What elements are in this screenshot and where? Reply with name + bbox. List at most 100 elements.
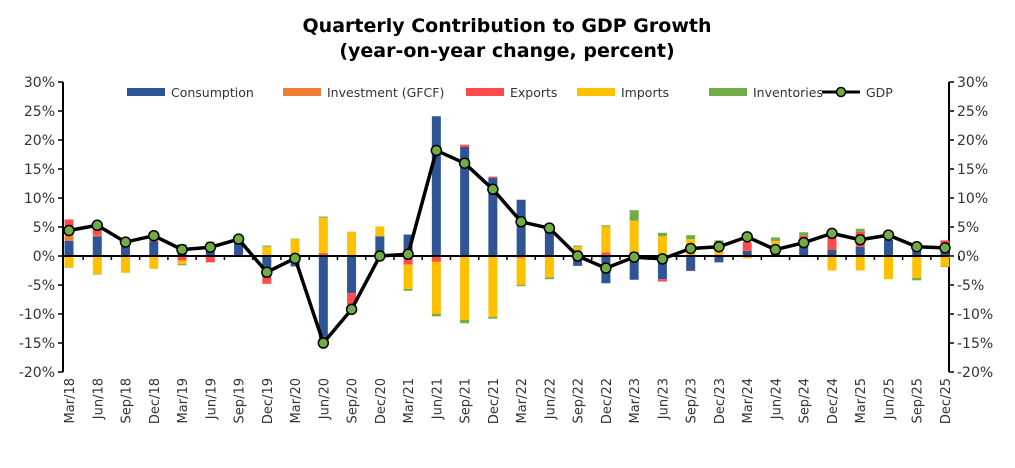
gdp-line bbox=[68, 148, 946, 345]
y-tick-label: -20% bbox=[19, 365, 55, 381]
bar-inventories bbox=[262, 245, 272, 247]
y-tick-label: 20% bbox=[24, 133, 55, 149]
bar-imports bbox=[92, 256, 102, 274]
x-tick-label: Jun/24 bbox=[769, 378, 784, 420]
y2-tick-label: -15% bbox=[957, 336, 993, 352]
y2-tick-label: -20% bbox=[957, 365, 993, 381]
y2-tick-label: 20% bbox=[957, 133, 988, 149]
legend-swatch bbox=[466, 88, 504, 96]
bar-imports bbox=[177, 260, 187, 265]
bar-investment-gfcf- bbox=[64, 235, 74, 241]
bar-consumption bbox=[827, 249, 837, 256]
legend-label: Inventories bbox=[753, 85, 823, 100]
legend-swatch bbox=[709, 88, 747, 96]
bar-exports bbox=[488, 176, 498, 178]
x-tick-label: Dec/19 bbox=[261, 378, 276, 424]
gdp-point bbox=[826, 227, 838, 240]
gdp-point bbox=[882, 229, 895, 241]
bar-inventories bbox=[799, 232, 809, 236]
bar-consumption bbox=[799, 246, 809, 256]
y2-tick-label: 30% bbox=[957, 75, 988, 91]
bar-imports bbox=[121, 256, 131, 273]
legend-label: Consumption bbox=[171, 85, 254, 100]
bar-inventories bbox=[686, 235, 696, 240]
x-tick-label: Dec/22 bbox=[600, 378, 615, 424]
gdp-point bbox=[289, 252, 301, 265]
gdp-point bbox=[119, 236, 132, 248]
bar-consumption bbox=[686, 256, 696, 271]
y-tick-label: -5% bbox=[28, 278, 55, 294]
gdp-point bbox=[204, 241, 217, 254]
x-tick-label: Jun/25 bbox=[882, 378, 897, 420]
bar-imports bbox=[488, 256, 498, 317]
bar-imports bbox=[940, 256, 950, 267]
bar-consumption bbox=[92, 236, 102, 256]
bar-investment-gfcf- bbox=[92, 234, 102, 237]
x-tick-label: Jun/21 bbox=[430, 378, 445, 420]
y-tick-label: 0% bbox=[33, 249, 55, 265]
x-tick-label: Dec/18 bbox=[148, 378, 163, 424]
bar-imports bbox=[912, 256, 922, 279]
x-tick-label: Mar/21 bbox=[402, 378, 417, 423]
bar-consumption bbox=[883, 239, 893, 256]
bar-inventories bbox=[855, 228, 865, 232]
y2-tick-label: 25% bbox=[957, 104, 988, 120]
bar-imports bbox=[290, 239, 300, 256]
chart-title: Quarterly Contribution to GDP Growth bbox=[303, 15, 712, 37]
x-tick-label: Dec/23 bbox=[713, 378, 728, 424]
bar-consumption bbox=[460, 146, 470, 256]
x-tick-label: Sep/18 bbox=[120, 378, 135, 423]
bar-consumption bbox=[488, 177, 498, 256]
bar-consumption bbox=[375, 236, 385, 256]
x-tick-label: Mar/20 bbox=[289, 378, 304, 423]
gdp-point bbox=[684, 242, 697, 255]
bar-consumption bbox=[629, 256, 639, 280]
gdp-point bbox=[713, 240, 725, 253]
bar-imports bbox=[64, 256, 74, 268]
x-tick-label: Sep/19 bbox=[233, 378, 248, 423]
y2-tick-label: -10% bbox=[957, 307, 993, 323]
x-tick-label: Dec/24 bbox=[826, 378, 841, 424]
x-tick-label: Dec/25 bbox=[939, 378, 954, 424]
gdp-point bbox=[571, 250, 584, 262]
x-tick-label: Jun/22 bbox=[543, 378, 558, 420]
bar-inventories bbox=[290, 238, 300, 240]
x-tick-label: Dec/21 bbox=[487, 378, 502, 424]
gdp-point bbox=[910, 240, 923, 253]
gdp-point bbox=[458, 157, 471, 169]
gdp-point bbox=[317, 337, 330, 349]
gdp-point bbox=[261, 266, 273, 278]
y-tick-label: 15% bbox=[24, 162, 55, 178]
plot-area: -20% -20% -15% -15% -10% -10% -5% -5% 0% 0% 5% 5% 10… bbox=[19, 75, 993, 424]
legend-swatch bbox=[577, 88, 615, 96]
bar-imports bbox=[742, 256, 752, 259]
bar-exports bbox=[460, 144, 470, 147]
bar-exports bbox=[318, 253, 328, 256]
gdp-point bbox=[600, 262, 612, 274]
bar-consumption bbox=[149, 241, 159, 256]
bar-consumption bbox=[234, 241, 244, 256]
bar-inventories bbox=[940, 266, 950, 268]
bar-imports bbox=[375, 226, 385, 237]
gdp-point bbox=[515, 216, 527, 228]
bar-consumption bbox=[714, 256, 724, 263]
gdp-point bbox=[628, 251, 640, 263]
bar-consumption bbox=[318, 256, 328, 341]
bar-imports bbox=[149, 256, 159, 269]
gdp-point bbox=[148, 229, 160, 242]
gdp-point bbox=[232, 233, 245, 245]
bar-inventories bbox=[92, 273, 102, 275]
bar-exports bbox=[601, 252, 611, 256]
x-tick-label: Sep/24 bbox=[798, 378, 813, 423]
bar-exports bbox=[177, 256, 187, 261]
bar-imports bbox=[262, 246, 272, 256]
bar-inventories bbox=[403, 289, 413, 291]
bar-exports bbox=[347, 293, 357, 305]
gdp-point bbox=[797, 236, 810, 249]
bar-imports bbox=[318, 217, 328, 254]
x-tick-label: Mar/25 bbox=[854, 378, 869, 423]
y2-tick-label: 15% bbox=[957, 162, 988, 178]
bar-inventories bbox=[912, 278, 922, 281]
x-tick-label: Sep/22 bbox=[572, 378, 587, 423]
bar-imports bbox=[855, 256, 865, 271]
